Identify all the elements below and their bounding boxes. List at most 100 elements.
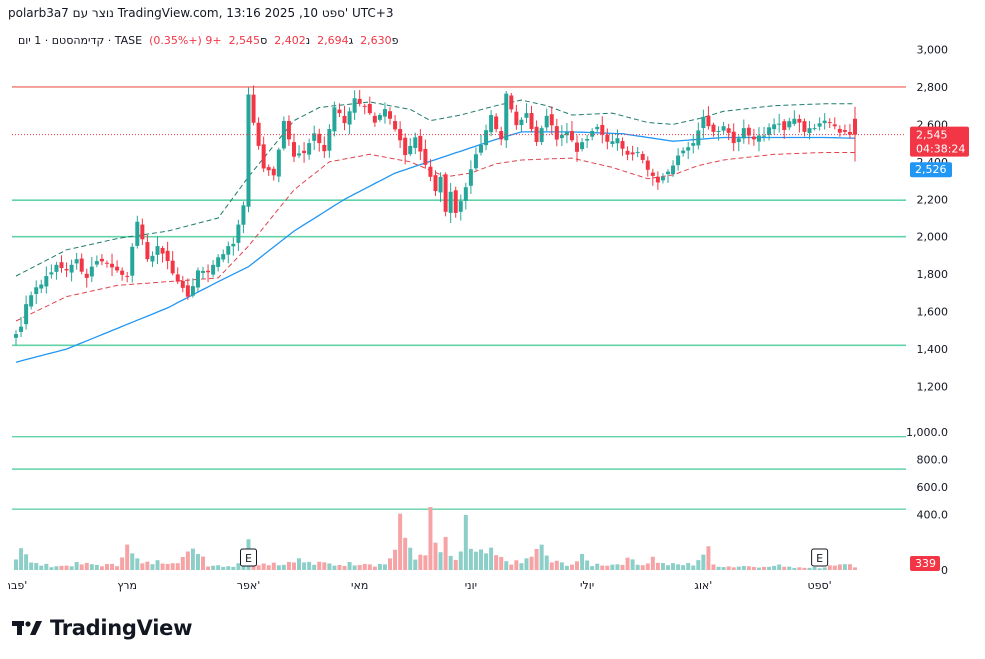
candle-body xyxy=(640,154,645,160)
candle-body xyxy=(135,221,140,246)
high-value: 2,694 xyxy=(317,34,349,47)
ma-value-badge xyxy=(910,162,952,178)
volume-bar xyxy=(519,563,524,570)
volume-bar xyxy=(342,565,347,570)
candle-body xyxy=(569,131,574,141)
candle-body xyxy=(782,121,787,130)
volume-bar xyxy=(221,566,226,570)
volume-bar xyxy=(160,563,165,570)
candle-body xyxy=(327,129,332,151)
volume-bar xyxy=(125,544,130,570)
chart-frame[interactable]: 3,0002,8002,6002,4002,2002,0001,8001,600… xyxy=(8,28,975,599)
volume-bar xyxy=(762,566,767,570)
volume-bar xyxy=(413,559,418,570)
candle-body xyxy=(665,171,670,175)
candle-body xyxy=(317,133,322,144)
candle-body xyxy=(44,276,49,287)
candle-body xyxy=(125,275,130,277)
volume-bar xyxy=(585,560,590,570)
candle-body xyxy=(554,126,559,140)
volume-bar xyxy=(428,507,433,570)
volume-bar xyxy=(261,563,266,570)
volume-bar xyxy=(478,549,483,570)
volume-bar xyxy=(716,566,721,570)
time-axis-label: ספט' xyxy=(808,579,832,592)
candle-body xyxy=(94,261,99,265)
candle-body xyxy=(160,247,165,254)
candle-body xyxy=(686,147,691,151)
volume-bar xyxy=(165,563,170,570)
candle-body xyxy=(524,113,529,118)
volume-bar xyxy=(610,564,615,570)
open-label: פ xyxy=(391,34,399,47)
volume-bar xyxy=(79,564,84,570)
candle-body xyxy=(367,103,372,114)
volume-bar xyxy=(54,566,59,570)
candle-body xyxy=(671,165,676,175)
time-axis-label: פבר' xyxy=(8,579,27,592)
candle-body xyxy=(797,118,802,123)
volume-bar xyxy=(357,565,362,570)
candle-body xyxy=(777,123,782,125)
candle-body xyxy=(236,224,241,243)
candle-body xyxy=(630,152,635,155)
volume-bar xyxy=(812,566,817,570)
symbol-line[interactable]: קדימהסטם · 1 יום · TASE xyxy=(18,34,143,47)
volume-bar xyxy=(49,567,54,570)
candle-body xyxy=(226,246,231,255)
volume-bar xyxy=(802,567,807,570)
volume-bar xyxy=(489,547,494,570)
candle-body xyxy=(438,176,443,193)
candle-body xyxy=(155,246,160,255)
volume-bar xyxy=(847,564,852,570)
volume-bar xyxy=(660,563,665,570)
volume-bar xyxy=(14,559,18,570)
candle-body xyxy=(69,264,74,273)
volume-bar xyxy=(473,551,478,570)
volume-bar xyxy=(696,560,701,570)
candle-body xyxy=(120,270,125,275)
volume-bar xyxy=(807,567,812,570)
volume-bar xyxy=(509,564,514,570)
volume-bar xyxy=(837,564,842,570)
volume-bar xyxy=(751,567,756,570)
candle-body xyxy=(575,142,580,152)
volume-bar xyxy=(34,563,39,570)
candle-body xyxy=(19,326,24,332)
candle-body xyxy=(767,127,772,135)
volume-bar xyxy=(443,536,448,570)
volume-bar xyxy=(211,565,216,570)
candle-body xyxy=(509,95,514,110)
earnings-marker xyxy=(811,548,829,567)
volume-bar xyxy=(827,565,832,570)
volume-bar xyxy=(453,559,458,570)
open-value: 2,630 xyxy=(360,34,392,47)
candle-body xyxy=(681,150,686,154)
candle-body xyxy=(787,121,792,128)
volume-bar xyxy=(398,513,403,570)
candle-body xyxy=(443,174,448,212)
candle-body xyxy=(827,122,832,124)
volume-bar xyxy=(332,565,337,570)
volume-bar xyxy=(180,556,185,570)
candle-body xyxy=(221,254,226,260)
volume-bar xyxy=(590,566,595,570)
volume-bar xyxy=(170,563,175,570)
volume-bar xyxy=(423,555,428,570)
candle-body xyxy=(84,273,89,278)
volume-bar xyxy=(625,557,630,570)
candle-body xyxy=(716,131,721,133)
brand-text: TradingView xyxy=(50,616,193,640)
volume-bar xyxy=(463,514,468,570)
candle-body xyxy=(645,160,650,170)
volume-bar xyxy=(29,562,34,570)
volume-bar xyxy=(297,558,302,570)
price-chart[interactable]: 3,0002,8002,6002,4002,2002,0001,8001,600… xyxy=(8,28,975,599)
candle-body xyxy=(382,109,387,117)
tradingview-brand[interactable]: TradingView xyxy=(12,616,192,640)
volume-bar xyxy=(327,563,332,570)
candle-body xyxy=(433,175,438,192)
volume-bar xyxy=(539,544,544,570)
candle-body xyxy=(741,128,746,139)
candle-body xyxy=(585,139,590,141)
